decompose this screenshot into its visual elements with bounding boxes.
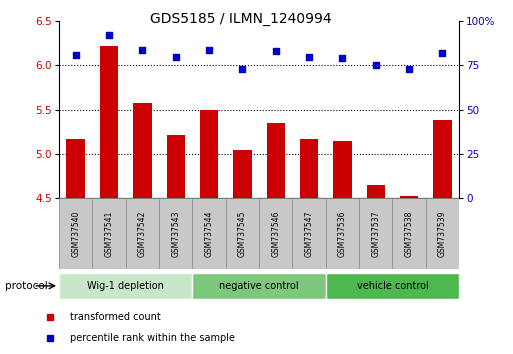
Point xyxy=(338,56,346,61)
Text: vehicle control: vehicle control xyxy=(357,281,428,291)
Point xyxy=(71,52,80,58)
Bar xyxy=(259,198,292,269)
Bar xyxy=(292,198,326,269)
Bar xyxy=(226,198,259,269)
Point xyxy=(271,48,280,54)
Bar xyxy=(392,198,426,269)
Bar xyxy=(59,198,92,269)
Text: GSM737536: GSM737536 xyxy=(338,210,347,257)
Text: GSM737542: GSM737542 xyxy=(138,210,147,257)
Bar xyxy=(92,198,126,269)
Text: percentile rank within the sample: percentile rank within the sample xyxy=(70,332,235,343)
Bar xyxy=(433,120,451,198)
Bar xyxy=(267,123,285,198)
Bar xyxy=(200,110,218,198)
Point xyxy=(171,54,180,59)
Text: GSM737547: GSM737547 xyxy=(305,210,313,257)
Bar xyxy=(192,273,326,299)
Bar xyxy=(326,273,459,299)
Text: GSM737539: GSM737539 xyxy=(438,210,447,257)
Bar xyxy=(192,198,226,269)
Text: GSM737544: GSM737544 xyxy=(205,210,213,257)
Text: GSM737538: GSM737538 xyxy=(405,210,413,257)
Text: GDS5185 / ILMN_1240994: GDS5185 / ILMN_1240994 xyxy=(150,12,332,27)
Bar xyxy=(133,103,151,198)
Bar xyxy=(400,196,418,198)
Text: GSM737545: GSM737545 xyxy=(238,210,247,257)
Bar xyxy=(333,141,351,198)
Bar xyxy=(167,135,185,198)
Text: GSM737541: GSM737541 xyxy=(105,210,113,257)
Text: Wig-1 depletion: Wig-1 depletion xyxy=(87,281,164,291)
Bar xyxy=(359,198,392,269)
Text: GSM737540: GSM737540 xyxy=(71,210,80,257)
Point xyxy=(138,47,146,52)
Text: transformed count: transformed count xyxy=(70,312,161,322)
Point xyxy=(438,50,446,56)
Bar xyxy=(100,46,118,198)
Bar xyxy=(233,150,251,198)
Bar xyxy=(59,273,192,299)
Point xyxy=(371,63,380,68)
Bar xyxy=(159,198,192,269)
Text: GSM737537: GSM737537 xyxy=(371,210,380,257)
Bar xyxy=(326,198,359,269)
Text: protocol: protocol xyxy=(5,281,48,291)
Text: GSM737543: GSM737543 xyxy=(171,210,180,257)
Point xyxy=(205,47,213,52)
Bar xyxy=(367,185,385,198)
Bar xyxy=(426,198,459,269)
Text: GSM737546: GSM737546 xyxy=(271,210,280,257)
Bar xyxy=(126,198,159,269)
Bar xyxy=(300,139,318,198)
Text: negative control: negative control xyxy=(219,281,299,291)
Bar xyxy=(67,139,85,198)
Point xyxy=(238,66,246,72)
Point xyxy=(305,54,313,59)
Point xyxy=(405,66,413,72)
Point xyxy=(105,33,113,38)
